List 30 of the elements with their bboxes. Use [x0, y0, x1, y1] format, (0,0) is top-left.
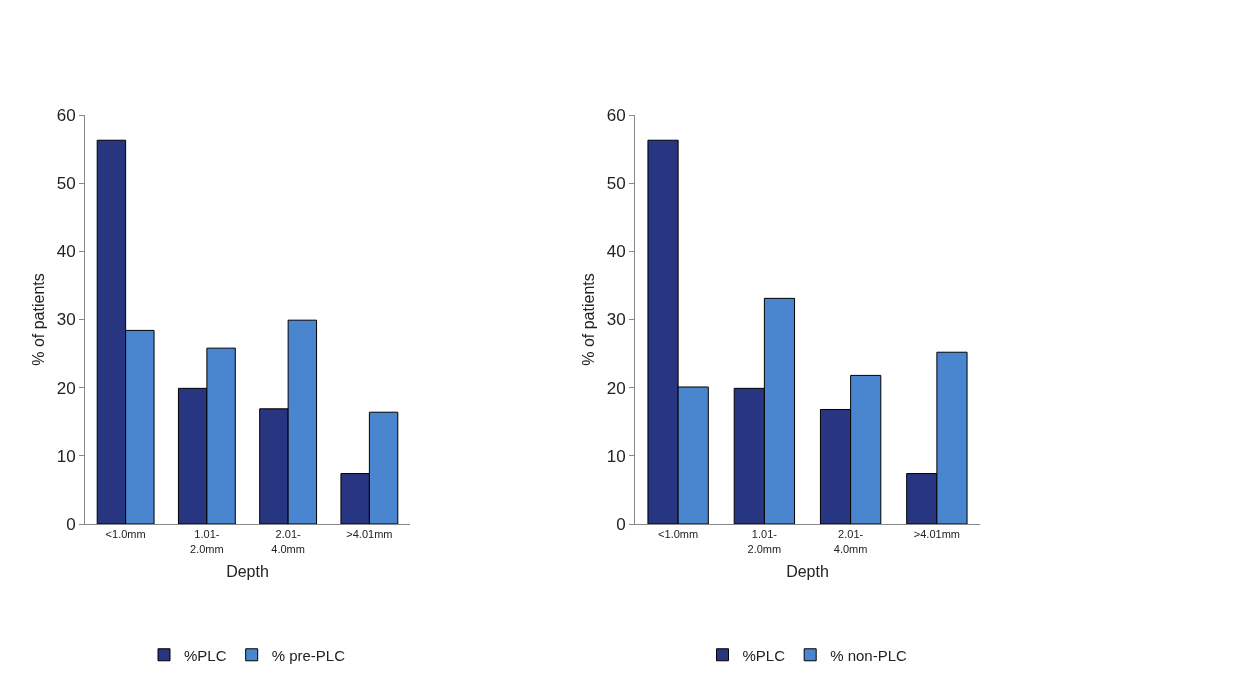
- y-tick-label: 10: [56, 446, 76, 466]
- y-tick-label: 20: [606, 378, 626, 398]
- y-tick-label: 40: [56, 242, 76, 262]
- legend-label: %PLC: [742, 646, 786, 664]
- legend-label: % non-PLC: [830, 646, 908, 664]
- legend-label: %PLC: [184, 646, 227, 664]
- x-tick-label: <1.0mm: [105, 528, 146, 541]
- y-tick-label: 20: [56, 378, 76, 398]
- x-tick-label: <1.0mm: [658, 528, 699, 541]
- y-tick-label: 0: [616, 514, 626, 534]
- y-tick-label: 60: [56, 105, 76, 125]
- y-tick-label: 10: [606, 446, 626, 466]
- x-tick-label: 2.01-4.0mm: [833, 528, 868, 555]
- y-axis-title: % of patients: [579, 273, 597, 366]
- y-tick-label: 30: [606, 310, 626, 330]
- x-tick-label: 2.01-4.0mm: [271, 528, 305, 555]
- x-tick-label: 1.01-2.0mm: [190, 528, 224, 555]
- y-tick-label: 40: [606, 242, 626, 262]
- y-tick-label: 50: [606, 174, 626, 194]
- x-tick-label: >4.01mm: [913, 528, 960, 541]
- y-axis-title: % of patients: [29, 273, 47, 366]
- x-tick-label: >4.01mm: [346, 528, 393, 541]
- x-axis-title: Depth: [786, 563, 829, 581]
- x-axis-title: Depth: [226, 563, 269, 581]
- legend-label: % pre-PLC: [271, 646, 346, 664]
- x-tick-label: 1.01-2.0mm: [747, 528, 782, 555]
- y-tick-label: 30: [56, 310, 76, 330]
- y-tick-label: 60: [606, 105, 626, 125]
- y-tick-label: 50: [56, 174, 76, 194]
- y-tick-label: 0: [66, 514, 76, 534]
